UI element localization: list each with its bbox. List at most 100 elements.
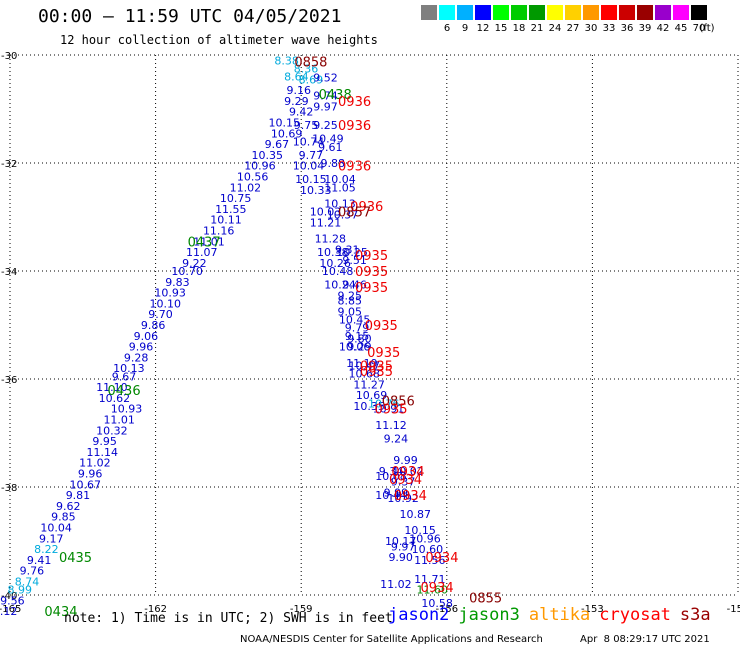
legend-tick-label: 45 [674, 23, 688, 34]
wave-height-point: 9.97 [313, 100, 338, 113]
mission-legend: jason2 jason3 altika cryosat s3a [388, 605, 720, 625]
wave-height-point: 10.91 [373, 403, 405, 416]
wave-height-point: 9.15 [345, 330, 370, 343]
legend-tick-label: 15 [494, 23, 508, 34]
wave-height-point: 9.52 [313, 72, 338, 85]
pass-time-label: 0934 [389, 473, 422, 488]
wave-height-point: 9.25 [337, 289, 362, 302]
wave-height-point: 9.42 [289, 106, 314, 119]
wave-height-point: 9.70 [148, 308, 173, 321]
wave-height-point: 11.27 [353, 378, 385, 391]
wave-height-point: 9.67 [265, 138, 290, 151]
wave-height-point: 9.97 [391, 540, 416, 553]
legend-swatch [547, 5, 563, 20]
pass-time-label: 0438 [319, 88, 352, 103]
pass-time-label: 0934 [421, 581, 454, 596]
legend-tick-label: 6 [443, 23, 451, 34]
wave-height-point: 10.74 [293, 135, 325, 148]
legend-swatch [673, 5, 689, 20]
wave-height-point: 9.28 [124, 351, 149, 364]
wave-height-point: 10.06 [339, 341, 371, 354]
legend-swatch [691, 5, 707, 20]
wave-height-point: 10.08 [375, 470, 407, 483]
lat-tick-label: -34 [1, 267, 17, 278]
wave-height-point: 9.12 [0, 605, 17, 618]
legend-tick-label: 39 [638, 23, 652, 34]
wave-height-point: 10.33 [300, 184, 332, 197]
wave-height-point: 8.36 [294, 63, 319, 76]
legend-tick-label: 30 [584, 23, 598, 34]
wave-height-point: 10.13 [324, 198, 356, 211]
pass-time-label: 0856 [382, 395, 415, 410]
wave-height-point: 10.87 [400, 508, 432, 521]
wave-height-point: 9.88 [320, 157, 345, 170]
legend-swatch [583, 5, 599, 20]
wave-height-point: 9.46 [342, 279, 367, 292]
mission-label-s3a: s3a [679, 605, 711, 625]
wave-height-point: 11.07 [186, 246, 218, 259]
legend-tick-label: 70 [692, 23, 706, 34]
pass-time-label: 0936 [338, 95, 371, 110]
wave-height-point: 9.77 [299, 149, 324, 162]
legend-tick-label: 42 [656, 23, 670, 34]
wave-height-point: 9.99 [384, 486, 409, 499]
wave-height-point: 10.35 [353, 400, 385, 413]
wave-height-point: 10.58 [421, 597, 453, 610]
wave-height-point: 8.69 [299, 73, 324, 86]
legend-swatch [421, 5, 437, 20]
wave-height-point: 8.22 [34, 543, 59, 556]
pass-time-label: 0935 [374, 403, 407, 418]
legend-tick-label: 18 [512, 23, 526, 34]
lon-tick-label: -156 [435, 604, 458, 615]
wave-height-point: 10.35 [251, 149, 283, 162]
legend-tick-label: 9 [461, 23, 469, 34]
lat-tick-label: -36 [1, 375, 17, 386]
wave-height-point: 10.15 [404, 524, 436, 537]
wave-height-point: 9.96 [78, 468, 103, 481]
page-title: 00:00 – 11:59 UTC 04/05/2021 [38, 6, 342, 27]
wave-height-point: 8.38 [274, 54, 299, 67]
wave-height-point: 10.69 [271, 127, 303, 140]
wave-height-point: 9.74 [313, 90, 338, 103]
lon-tick-label: -153 [581, 604, 604, 615]
wave-height-point: 9.56 [0, 594, 25, 607]
legend-swatch [637, 5, 653, 20]
wave-height-point: 9.31 [335, 243, 360, 256]
mission-label-cryosat: cryosat [599, 605, 671, 625]
wave-height-point: 10.15 [268, 117, 300, 130]
pass-time-label: 0935 [360, 360, 393, 375]
wave-height-point: 10.17 [385, 535, 417, 548]
pass-time-label: 0935 [355, 265, 388, 280]
pass-time-label: 0437 [188, 235, 221, 250]
wave-height-point: 9.06 [134, 330, 159, 343]
credit-text: NOAA/NESDIS Center for Satellite Applica… [240, 634, 543, 645]
legend-swatch [565, 5, 581, 20]
lon-tick-label: -165 [0, 604, 21, 615]
pass-time-label: 0935 [367, 346, 400, 361]
lat-tick-label: -30 [1, 51, 17, 62]
legend-tick-label: 21 [530, 23, 544, 34]
wave-height-point: 9.85 [51, 511, 76, 524]
legend-swatch [475, 5, 491, 20]
wave-height-point: 11.01 [193, 235, 225, 248]
wave-height-point: 9.34 [379, 465, 404, 478]
legend-swatch [457, 5, 473, 20]
pass-time-label: 0855 [469, 592, 502, 607]
wave-height-point: 9.16 [287, 84, 312, 97]
legend-swatch [493, 5, 509, 20]
wave-height-point: 10.25 [336, 246, 368, 259]
legend-tick-label: 24 [548, 23, 562, 34]
legend-swatch [601, 5, 617, 20]
pass-time-label: 0935 [355, 281, 388, 296]
wave-height-point: 10.04 [293, 160, 325, 173]
legend-swatch [511, 5, 527, 20]
legend-tick-label: 27 [566, 23, 580, 34]
pass-time-label: 0936 [350, 200, 383, 215]
wave-height-point: 9.22 [182, 257, 207, 270]
wave-height-point: 9.25 [313, 119, 338, 132]
mission-label-jason2: jason2 [388, 605, 450, 625]
wave-height-point: 9.17 [39, 532, 64, 545]
wave-height-point: 9.83 [165, 276, 190, 289]
wave-height-point: 10.56 [237, 171, 269, 184]
pass-time-label: 0934 [391, 465, 424, 480]
